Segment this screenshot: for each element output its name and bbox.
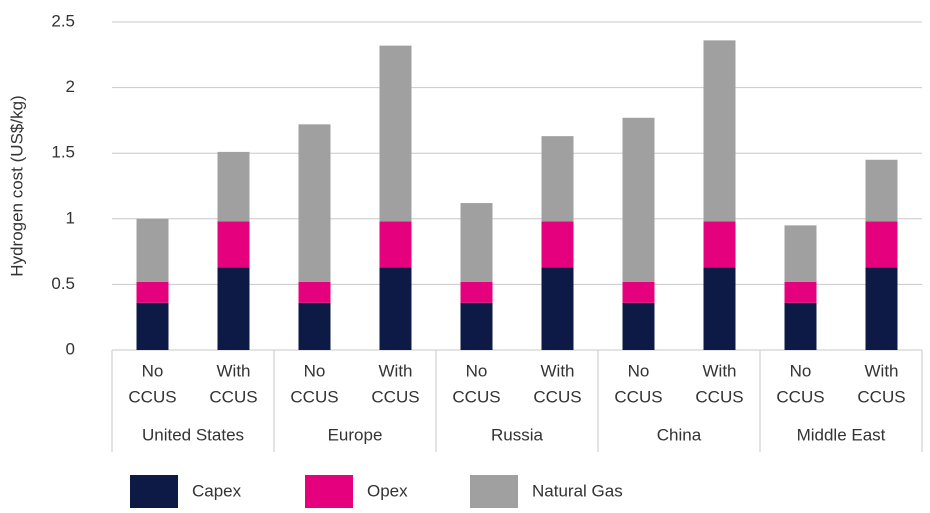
bar-segment bbox=[865, 221, 898, 268]
bar-segment bbox=[298, 302, 331, 350]
group-label: Europe bbox=[328, 425, 383, 444]
bar-segment bbox=[865, 159, 898, 222]
y-tick-label: 0 bbox=[66, 339, 75, 358]
bar-segment bbox=[460, 302, 493, 350]
bar-segment bbox=[541, 221, 574, 268]
bar-segment bbox=[379, 221, 412, 268]
bar-segment bbox=[298, 281, 331, 303]
group-label: Middle East bbox=[797, 425, 886, 444]
x-tick-label: With bbox=[379, 361, 413, 380]
y-tick-label: 2.5 bbox=[51, 11, 75, 30]
x-tick-label: CCUS bbox=[209, 387, 257, 406]
x-tick-label: No bbox=[142, 361, 164, 380]
group-label: China bbox=[657, 425, 702, 444]
legend-label: Capex bbox=[192, 481, 242, 500]
x-tick-label: CCUS bbox=[533, 387, 581, 406]
legend-label: Opex bbox=[367, 481, 408, 500]
bar-segment bbox=[541, 136, 574, 222]
bar-segment bbox=[217, 151, 250, 222]
x-tick-label: CCUS bbox=[614, 387, 662, 406]
bar-segment bbox=[784, 281, 817, 303]
x-tick-label: With bbox=[703, 361, 737, 380]
bar-segment bbox=[217, 221, 250, 268]
legend-swatch bbox=[130, 475, 178, 509]
bar-segment bbox=[298, 124, 331, 282]
y-tick-label: 1.5 bbox=[51, 143, 75, 162]
x-tick-label: With bbox=[865, 361, 899, 380]
bar-segment bbox=[703, 267, 736, 350]
x-tick-label: With bbox=[217, 361, 251, 380]
bar-segment bbox=[541, 267, 574, 350]
bar-segment bbox=[136, 302, 169, 350]
bar-segment bbox=[703, 221, 736, 268]
legend-swatch bbox=[470, 475, 518, 509]
bar-segment bbox=[379, 267, 412, 350]
legend-label: Natural Gas bbox=[532, 481, 623, 500]
bar-segment bbox=[622, 117, 655, 282]
x-tick-label: No bbox=[466, 361, 488, 380]
bar-segment bbox=[784, 302, 817, 350]
x-tick-label: CCUS bbox=[128, 387, 176, 406]
x-tick-label: CCUS bbox=[776, 387, 824, 406]
bar-segment bbox=[136, 281, 169, 303]
bar-segment bbox=[622, 281, 655, 303]
y-tick-label: 2 bbox=[66, 77, 75, 96]
x-tick-label: CCUS bbox=[290, 387, 338, 406]
x-tick-label: CCUS bbox=[695, 387, 743, 406]
bar-segment bbox=[217, 267, 250, 350]
x-tick-label: CCUS bbox=[857, 387, 905, 406]
x-tick-label: No bbox=[628, 361, 650, 380]
x-tick-label: No bbox=[790, 361, 812, 380]
bar-segment bbox=[622, 302, 655, 350]
y-axis-label: Hydrogen cost (US$/kg) bbox=[7, 95, 26, 276]
bar-segment bbox=[865, 267, 898, 350]
group-label: Russia bbox=[491, 425, 544, 444]
y-tick-label: 1 bbox=[66, 208, 75, 227]
bar-segment bbox=[136, 218, 169, 282]
x-tick-label: CCUS bbox=[452, 387, 500, 406]
y-tick-label: 0.5 bbox=[51, 274, 75, 293]
bar-segment bbox=[379, 45, 412, 222]
x-tick-label: With bbox=[541, 361, 575, 380]
bar-segment bbox=[460, 203, 493, 282]
bar-segment bbox=[784, 225, 817, 282]
x-tick-label: CCUS bbox=[371, 387, 419, 406]
bar-segment bbox=[460, 281, 493, 303]
x-tick-label: No bbox=[304, 361, 326, 380]
legend-swatch bbox=[305, 475, 353, 509]
bar-segment bbox=[703, 40, 736, 222]
group-label: United States bbox=[142, 425, 244, 444]
